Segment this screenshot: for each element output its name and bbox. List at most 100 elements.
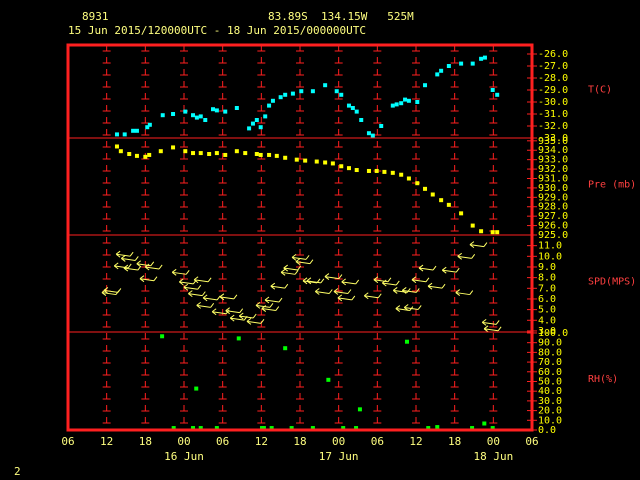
- point: [330, 161, 335, 166]
- frame: [66, 43, 534, 432]
- point: [446, 202, 451, 207]
- wind-arrow: [211, 308, 230, 316]
- point: [269, 426, 274, 431]
- point: [341, 426, 346, 431]
- point: [490, 230, 495, 235]
- wind-arrow: [115, 250, 134, 258]
- point: [191, 113, 196, 118]
- point: [207, 152, 212, 157]
- point: [290, 91, 295, 96]
- wind-arrow: [183, 283, 202, 291]
- y-tick-label: 4.0: [538, 315, 556, 326]
- wind-arrow: [341, 278, 360, 286]
- point: [310, 89, 315, 94]
- date-label: 18 Jun: [473, 450, 513, 463]
- wind-arrow: [261, 305, 280, 312]
- point: [479, 56, 484, 61]
- wind-arrow: [255, 301, 274, 309]
- point: [415, 181, 420, 186]
- point: [194, 115, 199, 120]
- point: [350, 106, 355, 110]
- wind-arrow: [324, 273, 343, 280]
- point: [160, 113, 165, 118]
- point: [394, 102, 399, 107]
- y-tick-label: 933.0: [538, 155, 568, 166]
- wind-arrow: [363, 292, 382, 300]
- point: [415, 100, 420, 104]
- y-axis-label: SPD(MPS): [588, 277, 636, 288]
- point: [171, 145, 176, 150]
- y-tick-label: -30.0: [538, 97, 568, 108]
- x-tick-label: 00: [332, 435, 345, 448]
- y-tick-label: 935.0: [538, 136, 568, 147]
- x-tick-label: 06: [371, 435, 384, 448]
- wind-arrow: [270, 282, 289, 290]
- point: [160, 334, 165, 339]
- point: [399, 101, 404, 106]
- wind-arrow: [225, 307, 244, 315]
- point: [403, 97, 408, 102]
- point: [346, 166, 351, 171]
- point: [183, 149, 188, 154]
- wind-arrow: [136, 260, 155, 268]
- point: [198, 426, 203, 431]
- x-tick-label: 06: [216, 435, 229, 448]
- point: [354, 426, 359, 431]
- y-tick-label: -28.0: [538, 73, 568, 84]
- point: [234, 149, 239, 154]
- x-tick-label: 18: [139, 435, 152, 448]
- y-tick-label: 50.0: [538, 376, 562, 387]
- point: [243, 151, 248, 156]
- x-tick-label: 12: [100, 435, 113, 448]
- station-location: 83.89S 134.15W 525M: [268, 10, 414, 23]
- point: [495, 230, 500, 235]
- wind-arrow: [144, 263, 163, 271]
- point: [254, 118, 259, 122]
- y-tick-label: 20.0: [538, 406, 562, 417]
- date-label: 16 Jun: [164, 450, 204, 463]
- point: [339, 92, 344, 97]
- point: [283, 155, 288, 160]
- wind-arrow: [196, 301, 215, 309]
- y-axis-label: Pre (mb): [588, 180, 636, 191]
- point: [390, 170, 395, 175]
- point: [326, 377, 331, 382]
- point: [479, 229, 484, 234]
- wind-arrow: [403, 304, 422, 311]
- point: [366, 168, 371, 173]
- point: [274, 153, 279, 158]
- point: [404, 339, 409, 344]
- point: [258, 125, 263, 130]
- y-tick-label: -29.0: [538, 85, 568, 96]
- y-tick-label: 929.0: [538, 192, 568, 203]
- point: [310, 426, 315, 431]
- point: [435, 72, 440, 77]
- point: [366, 131, 371, 136]
- point: [134, 128, 139, 133]
- wind-arrow: [401, 287, 420, 294]
- wind-arrow: [392, 287, 411, 294]
- y-tick-label: 0.0: [538, 425, 556, 436]
- wind-arrow: [264, 296, 283, 304]
- point: [423, 83, 428, 88]
- point: [406, 98, 411, 103]
- wind-arrow: [219, 293, 238, 301]
- point: [314, 159, 319, 164]
- point: [346, 103, 351, 108]
- wind-arrow: [373, 276, 392, 284]
- point: [470, 223, 475, 228]
- point: [254, 152, 259, 157]
- x-tick-label: 12: [409, 435, 422, 448]
- wind-arrow: [123, 264, 142, 272]
- point: [114, 132, 119, 137]
- x-tick-label: 18: [293, 435, 306, 448]
- point: [323, 160, 328, 165]
- point: [118, 149, 123, 154]
- point: [147, 122, 152, 127]
- y-axis-label: RH(%): [588, 374, 618, 385]
- point: [426, 426, 431, 431]
- point: [261, 426, 266, 431]
- point: [283, 346, 288, 351]
- y-tick-label: 932.0: [538, 164, 568, 175]
- point: [214, 426, 219, 431]
